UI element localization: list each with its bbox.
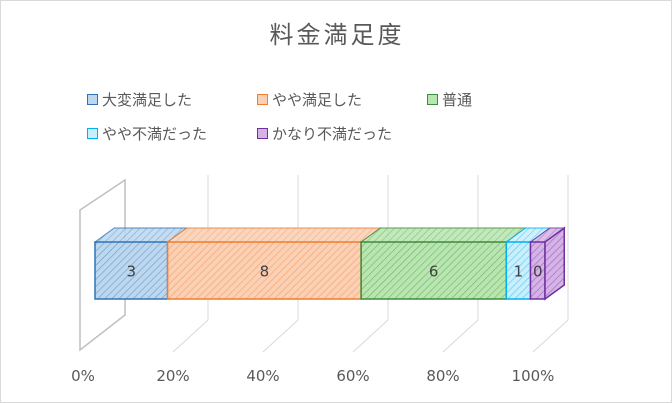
legend-swatch-very-dissatisfied bbox=[257, 128, 268, 139]
x-tick-label-1: 20% bbox=[156, 367, 189, 385]
gridline-floor-1 bbox=[172, 319, 209, 353]
bar-segment-2: 8 bbox=[166, 227, 382, 300]
legend-swatch-very-satisfied bbox=[87, 94, 98, 105]
data-label-2: 8 bbox=[260, 263, 270, 281]
bar-end-face bbox=[544, 226, 565, 301]
data-label-5: 0 bbox=[533, 263, 543, 281]
legend-swatch-somewhat-satisfied bbox=[257, 94, 268, 105]
legend-item-neutral: 普通 bbox=[427, 89, 472, 110]
legend-label-very-dissatisfied: かなり不満だった bbox=[272, 125, 393, 143]
legend-label-very-satisfied: 大変満足した bbox=[102, 91, 193, 109]
x-axis: 0% 20% 40% 60% 80% 100% bbox=[71, 367, 554, 385]
bar-segment-5: 0 bbox=[528, 226, 566, 301]
bar-front-face-1 bbox=[94, 241, 169, 300]
bar-segment-3: 6 bbox=[359, 227, 528, 300]
bar-segment-1: 3 bbox=[93, 227, 189, 300]
bar-front-face-3 bbox=[360, 241, 508, 300]
legend-swatch-somewhat-dissatisfied bbox=[87, 128, 98, 139]
x-tick-label-2: 40% bbox=[246, 367, 279, 385]
data-label-3: 6 bbox=[429, 263, 439, 281]
bar-top-face-3 bbox=[359, 227, 528, 243]
gridline-floor-3 bbox=[352, 319, 389, 353]
data-label-4: 1 bbox=[514, 263, 524, 281]
bar-segment-4: 1 bbox=[504, 227, 552, 300]
gridline-floor-5 bbox=[532, 319, 569, 353]
legend-label-neutral: 普通 bbox=[442, 91, 473, 109]
chart-title: 料金満足度 bbox=[269, 21, 405, 49]
legend-item-somewhat-dissatisfied: やや不満だった bbox=[87, 123, 207, 144]
data-label-1: 3 bbox=[127, 263, 137, 281]
gridline-floor-2 bbox=[262, 319, 299, 353]
x-tick-label-3: 60% bbox=[336, 367, 369, 385]
side-wall bbox=[79, 178, 126, 352]
legend-item-very-satisfied: 大変満足した bbox=[87, 89, 192, 110]
bar-top-face-2 bbox=[166, 227, 382, 243]
legend-item-somewhat-satisfied: やや満足した bbox=[257, 89, 362, 110]
legend-label-somewhat-satisfied: やや満足した bbox=[272, 91, 363, 109]
x-tick-label-4: 80% bbox=[426, 367, 459, 385]
x-tick-label-0: 0% bbox=[71, 367, 95, 385]
x-tick-label-5: 100% bbox=[512, 367, 555, 385]
gridline-floor-4 bbox=[442, 319, 479, 353]
legend-swatch-neutral bbox=[427, 94, 438, 105]
legend-item-very-dissatisfied: かなり不満だった bbox=[257, 123, 392, 144]
legend-label-somewhat-dissatisfied: やや不満だった bbox=[102, 125, 208, 143]
